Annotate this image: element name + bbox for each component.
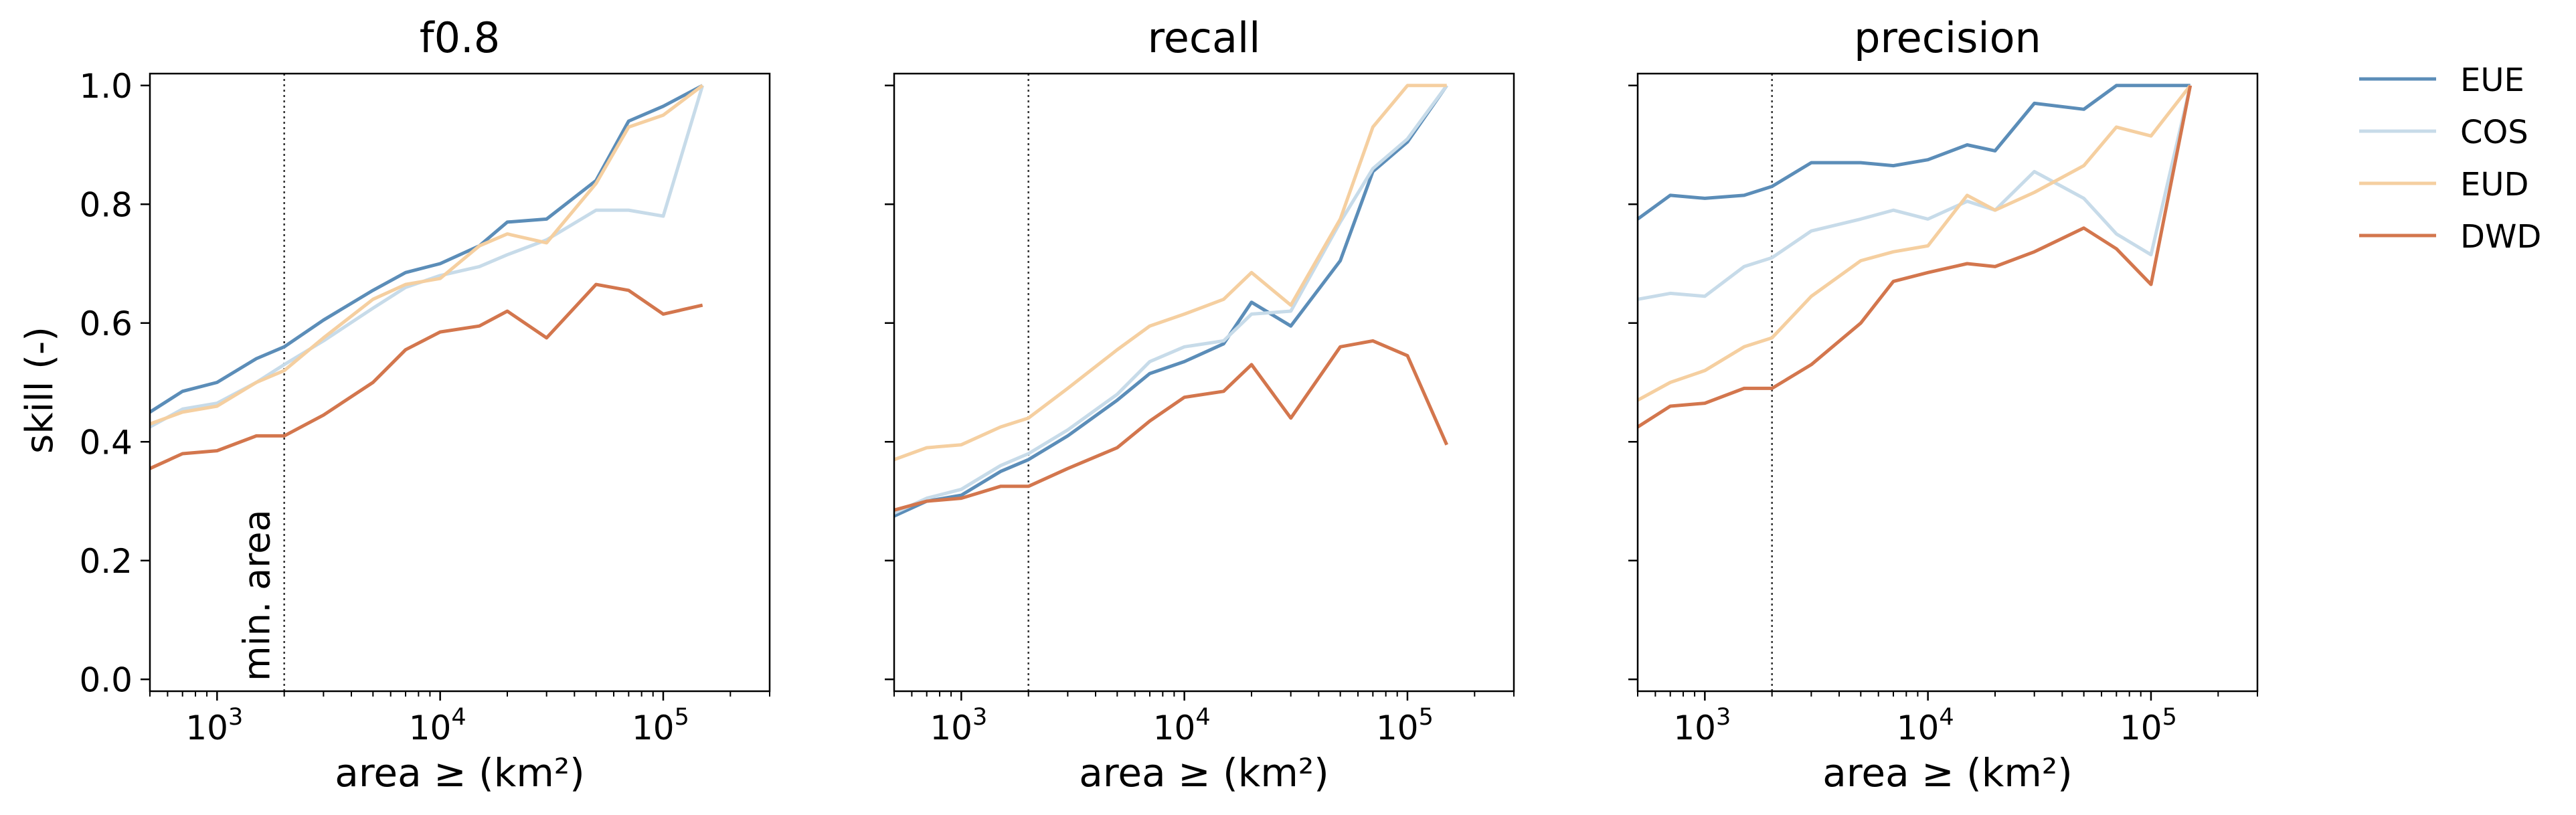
series-line-cos [893, 84, 1448, 515]
axes-frame [149, 72, 771, 693]
series-line-dwd [149, 282, 703, 470]
series-line-eue [149, 84, 703, 414]
panel-2-x-tick-label-2: 105 [2120, 704, 2177, 747]
series-line-eue [1636, 84, 2191, 221]
series-line-dwd [893, 339, 1448, 512]
panel-2-x-tick-label-0: 103 [1673, 704, 1731, 747]
y-axis-label: skill (-) [18, 327, 62, 454]
panel-recall: recall 103 104 105 area ≥ (km²) [885, 13, 1515, 796]
series-line-eue [893, 84, 1448, 518]
series-line-eud [893, 84, 1447, 462]
panel-1-x-tick-label-2: 105 [1376, 704, 1434, 747]
series-line-eud [149, 84, 704, 426]
y-tick-label-5: 1.0 [79, 67, 133, 106]
y-tick-label-2: 0.4 [79, 423, 133, 462]
y-tick-label-3: 0.6 [79, 304, 133, 343]
panel-title: recall [1148, 13, 1261, 62]
panel-0-x-tick-label-0: 103 [185, 704, 243, 747]
legend-label-eue: EUE [2460, 62, 2524, 99]
min-area-label: min. area [236, 509, 278, 681]
x-axis-label: area ≥ (km²) [335, 750, 584, 796]
series-line-cos [1637, 85, 2193, 301]
panel-1-x-tick-label-0: 103 [930, 704, 987, 747]
y-tick-label-0: 0.0 [79, 660, 133, 699]
x-axis-label: area ≥ (km²) [1079, 750, 1328, 796]
panel-0-x-tick-label-2: 105 [632, 704, 689, 747]
panel-0-x-tick-label-1: 104 [409, 704, 466, 747]
series-line-eud [1636, 84, 2192, 402]
x-axis-label: area ≥ (km²) [1822, 750, 2072, 796]
legend-label-cos: COS [2460, 114, 2528, 151]
panel-1-x-tick-label-1: 104 [1153, 704, 1211, 747]
panel-title: precision [1854, 13, 2041, 62]
legend: EUE COS EUD DWD [2359, 62, 2541, 256]
y-tick-label-4: 0.8 [79, 185, 133, 224]
panel-f08: f0.8 min. area 0.0 0.2 0.4 0.6 0.8 1.0 103 104 105… [79, 13, 771, 796]
legend-label-eud: EUD [2460, 166, 2528, 203]
legend-label-dwd: DWD [2460, 218, 2541, 256]
axes-frame [1636, 72, 2259, 693]
series-line-dwd [1636, 85, 2193, 429]
y-tick-label-1: 0.2 [79, 542, 133, 581]
axes-frame [893, 72, 1515, 693]
panel-title: f0.8 [420, 13, 500, 62]
panel-precision: precision 103 104 105 area ≥ (km²) [1628, 13, 2259, 796]
panel-2-x-tick-label-1: 104 [1897, 704, 1954, 747]
